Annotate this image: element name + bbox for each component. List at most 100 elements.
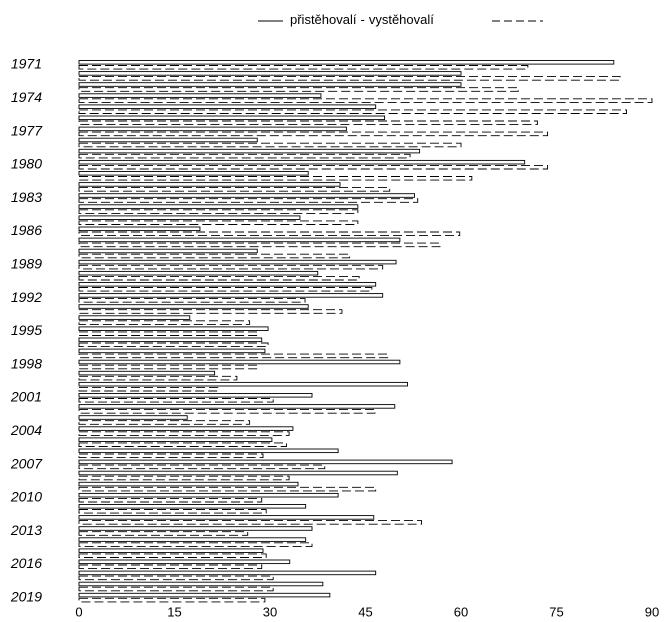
bar bbox=[78, 464, 326, 470]
y-tick-label: 2007 bbox=[10, 455, 43, 471]
bar bbox=[78, 215, 301, 220]
bar bbox=[78, 282, 377, 287]
bar bbox=[78, 570, 377, 576]
bar bbox=[78, 142, 462, 148]
bar bbox=[78, 453, 264, 459]
bar bbox=[78, 548, 264, 553]
bar bbox=[78, 426, 294, 431]
x-tick-label: 0 bbox=[75, 604, 82, 619]
bar bbox=[78, 581, 324, 587]
bar bbox=[78, 293, 384, 298]
bar bbox=[78, 204, 359, 209]
bar bbox=[78, 242, 441, 248]
bar bbox=[78, 126, 347, 132]
bar bbox=[78, 504, 307, 509]
y-tick-label: 2010 bbox=[10, 489, 42, 505]
bar bbox=[78, 553, 267, 558]
bar bbox=[78, 592, 331, 598]
bar bbox=[78, 586, 274, 592]
y-tick-label: 2019 bbox=[10, 589, 42, 605]
bar bbox=[78, 248, 258, 254]
bar bbox=[78, 370, 216, 376]
bar bbox=[78, 404, 396, 409]
bar bbox=[78, 253, 351, 259]
bar bbox=[78, 176, 473, 181]
y-tick-label: 1986 bbox=[11, 222, 42, 238]
bar bbox=[78, 298, 306, 303]
bar bbox=[78, 87, 519, 92]
bar bbox=[78, 564, 263, 570]
bar bbox=[78, 115, 386, 121]
bar bbox=[78, 386, 219, 392]
x-tick-label: 30 bbox=[263, 604, 277, 619]
bar bbox=[78, 198, 419, 203]
y-tick-label: 2001 bbox=[10, 389, 42, 405]
y-tick-label: 1989 bbox=[11, 256, 42, 272]
bar bbox=[78, 597, 266, 603]
bar bbox=[78, 104, 377, 109]
bar bbox=[78, 437, 273, 442]
bar bbox=[78, 237, 401, 243]
bar bbox=[78, 270, 319, 276]
bar bbox=[78, 131, 549, 137]
bar bbox=[78, 220, 359, 225]
y-tick-label: 1980 bbox=[11, 156, 42, 172]
x-tick-label: 75 bbox=[549, 604, 563, 619]
bar bbox=[78, 193, 415, 198]
bar bbox=[78, 98, 653, 103]
y-tick-label: 1992 bbox=[11, 289, 42, 305]
bar bbox=[78, 515, 375, 520]
bar bbox=[78, 353, 389, 359]
bar bbox=[78, 287, 373, 292]
bar bbox=[78, 442, 288, 447]
bar bbox=[78, 264, 384, 270]
bar bbox=[78, 575, 274, 581]
y-tick-label: 2016 bbox=[10, 555, 42, 571]
bar bbox=[78, 497, 263, 503]
bar bbox=[78, 542, 313, 547]
x-tick-label: 60 bbox=[454, 604, 468, 619]
bar bbox=[78, 486, 377, 492]
bar bbox=[78, 60, 615, 65]
bar bbox=[78, 109, 627, 114]
bar bbox=[78, 331, 258, 336]
bar bbox=[78, 448, 339, 454]
bar bbox=[78, 153, 411, 159]
bar bbox=[78, 470, 398, 476]
y-tick-label: 1998 bbox=[11, 355, 42, 371]
bar bbox=[78, 65, 529, 70]
bar bbox=[78, 82, 462, 87]
bar bbox=[78, 309, 343, 314]
bar bbox=[78, 137, 258, 143]
y-tick-label: 2004 bbox=[10, 422, 42, 438]
bar bbox=[78, 531, 249, 536]
bar bbox=[78, 304, 309, 309]
bar bbox=[78, 326, 269, 331]
y-tick-label: 1974 bbox=[11, 89, 42, 105]
bar bbox=[78, 93, 322, 98]
y-tick-label: 1995 bbox=[11, 322, 42, 338]
bar bbox=[78, 459, 453, 465]
bar bbox=[78, 381, 408, 387]
bar bbox=[78, 537, 307, 542]
bar bbox=[78, 431, 290, 436]
legend-text: přistěhovalí - vystěhovalí bbox=[290, 12, 434, 27]
bar bbox=[78, 259, 397, 265]
bar bbox=[78, 475, 290, 481]
bar bbox=[78, 359, 401, 365]
bar bbox=[78, 320, 251, 325]
bar bbox=[78, 342, 269, 348]
bar bbox=[78, 375, 238, 381]
x-tick-label: 45 bbox=[358, 604, 372, 619]
legend-label: vystěhovalí bbox=[369, 12, 434, 27]
bar bbox=[78, 559, 291, 565]
bar bbox=[78, 509, 267, 514]
legend-separator: - bbox=[360, 12, 364, 27]
bar bbox=[78, 187, 391, 192]
bar bbox=[78, 120, 538, 126]
bar bbox=[78, 393, 313, 398]
bar bbox=[78, 231, 461, 237]
bar bbox=[78, 209, 359, 214]
bar bbox=[78, 76, 621, 81]
